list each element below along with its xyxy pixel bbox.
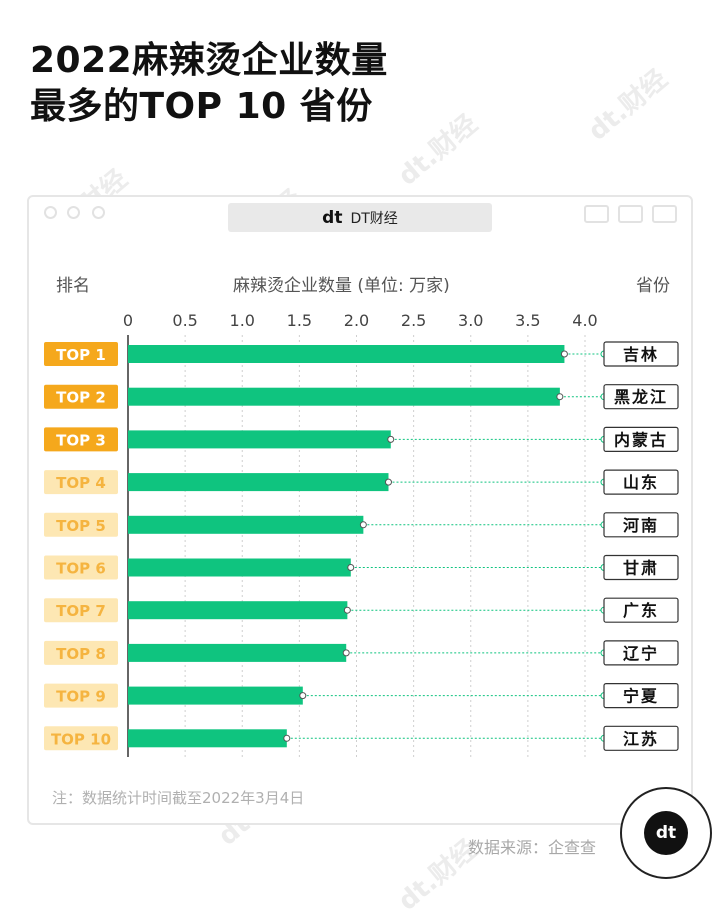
province-label: 宁夏 xyxy=(623,687,659,706)
province-header: 省份 xyxy=(636,276,670,296)
bar xyxy=(128,515,364,534)
rank-label: TOP 3 xyxy=(56,431,106,449)
rank-badge xyxy=(44,640,118,665)
province-box xyxy=(603,597,679,623)
rank-badge xyxy=(44,470,118,495)
province-box xyxy=(603,640,679,666)
rank-badge xyxy=(44,683,118,708)
x-tick-label: 1.0 xyxy=(230,311,255,330)
bar-end-dot xyxy=(347,564,355,571)
province-box xyxy=(603,725,679,751)
page-title: 2022麻辣烫企业数量 最多的TOP 10 省份 xyxy=(30,38,388,130)
title-line-1: 2022麻辣烫企业数量 xyxy=(30,40,388,81)
rank-label: TOP 5 xyxy=(56,517,106,535)
share-icon xyxy=(618,205,643,223)
province-box xyxy=(603,341,679,367)
province-label: 广东 xyxy=(623,601,659,620)
x-tick-label: 0.5 xyxy=(172,311,197,330)
x-tick-label: 3.0 xyxy=(458,311,483,330)
bar xyxy=(128,387,560,406)
rank-label: TOP 10 xyxy=(51,730,111,748)
dt-logo-icon: dt xyxy=(644,811,688,855)
x-tick-label: 1.5 xyxy=(287,311,312,330)
footnote: 注：数据统计时间截至2022年3月4日 xyxy=(52,789,305,807)
rank-label: TOP 8 xyxy=(56,645,106,663)
bar-end-dot xyxy=(343,606,351,614)
rank-badge xyxy=(44,384,118,409)
bar xyxy=(128,473,389,492)
bar xyxy=(128,558,351,577)
bar xyxy=(128,686,303,705)
province-box xyxy=(603,682,679,709)
province-label: 河南 xyxy=(623,516,659,535)
province-label: 甘肃 xyxy=(623,559,659,578)
rank-label: TOP 9 xyxy=(56,688,106,706)
window-copy-icon xyxy=(652,205,677,223)
x-tick-label: 3.5 xyxy=(515,311,540,330)
bar xyxy=(128,430,391,449)
x-tick-label: 0 xyxy=(123,311,133,330)
bar-end-dot xyxy=(560,350,568,358)
province-label: 内蒙古 xyxy=(614,430,668,449)
province-box xyxy=(603,554,679,581)
bar-end-dot xyxy=(384,478,392,486)
rank-label: TOP 1 xyxy=(56,346,106,364)
rank-label: TOP 2 xyxy=(56,389,106,407)
bar xyxy=(128,643,347,662)
x-tick-label: 2.5 xyxy=(401,311,426,330)
bar-end-dot xyxy=(387,435,395,443)
bar-end-dot xyxy=(556,393,564,401)
rank-badge xyxy=(44,342,118,366)
bar xyxy=(128,601,348,620)
axis-title: 麻辣烫企业数量 (单位: 万家) xyxy=(233,276,450,296)
province-box xyxy=(603,384,679,410)
bar-end-dot xyxy=(359,521,367,529)
province-box xyxy=(603,426,679,452)
province-label: 江苏 xyxy=(623,729,659,748)
minimize-dot-icon xyxy=(67,206,80,219)
bar xyxy=(128,729,287,748)
rank-badge xyxy=(44,726,118,751)
province-box xyxy=(603,512,679,538)
province-label: 山东 xyxy=(623,473,659,492)
bar-end-dot xyxy=(283,734,291,742)
province-label: 吉林 xyxy=(623,345,659,364)
window-title: DT财经 xyxy=(350,210,398,227)
title-line-2: 最多的TOP 10 省份 xyxy=(30,86,373,127)
rank-badge xyxy=(44,512,118,537)
rank-badge xyxy=(44,598,118,623)
rank-badge xyxy=(44,555,118,580)
bar-end-dot xyxy=(342,649,350,657)
chart-window xyxy=(27,195,693,825)
rank-label: TOP 6 xyxy=(56,560,106,578)
rank-label: TOP 4 xyxy=(56,474,106,492)
x-tick-label: 2.0 xyxy=(344,311,369,330)
rank-label: TOP 7 xyxy=(56,602,106,620)
dt-logo-icon: dt xyxy=(322,207,343,228)
window-title-bar: dt DT财经 xyxy=(228,203,492,232)
province-box xyxy=(603,469,679,495)
data-source: 数据来源：企查查 xyxy=(468,838,597,857)
bar-end-dot xyxy=(299,692,307,700)
province-label: 黑龙江 xyxy=(614,388,668,407)
maximize-dot-icon xyxy=(92,206,105,219)
rank-header: 排名 xyxy=(56,276,90,296)
dt-badge-logo: dt xyxy=(620,787,712,879)
rank-badge xyxy=(44,427,118,452)
province-label: 辽宁 xyxy=(623,644,659,663)
bar xyxy=(128,345,565,363)
x-tick-label: 4.0 xyxy=(572,311,597,330)
close-dot-icon xyxy=(44,206,57,219)
record-icon xyxy=(584,205,609,223)
